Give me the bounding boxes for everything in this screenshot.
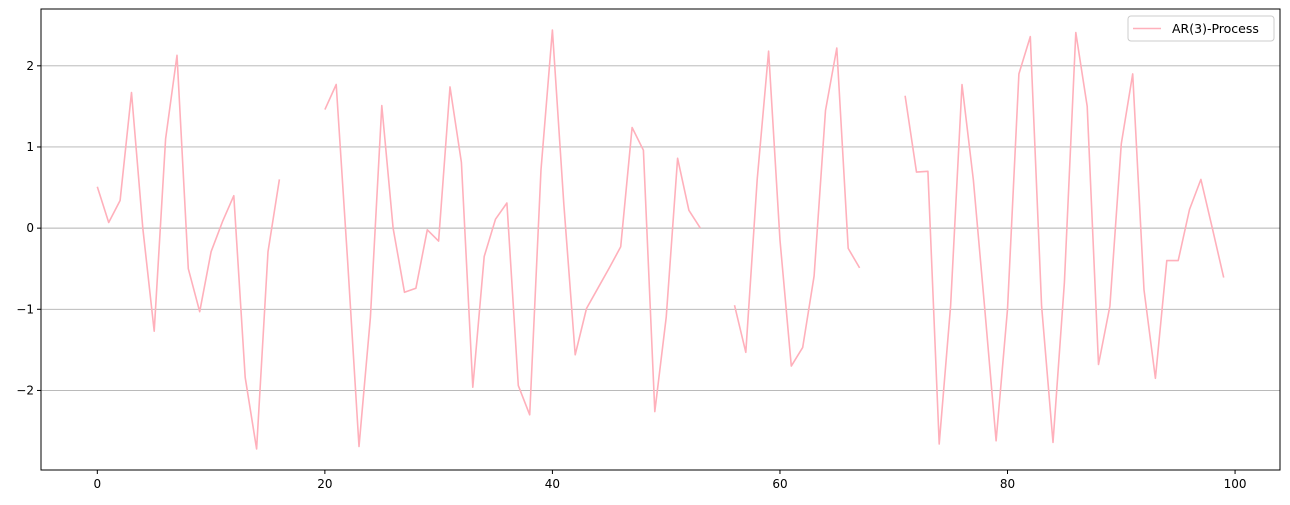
series-line-segment <box>904 31 1225 445</box>
x-tick-label: 40 <box>545 477 560 491</box>
series-line-segment <box>96 54 281 450</box>
x-axis: 0 20 40 60 80 100 <box>93 470 1247 491</box>
series-line-segment <box>733 47 861 367</box>
x-tick-label: 60 <box>772 477 787 491</box>
y-axis: −2 −1 0 1 2 <box>16 59 41 397</box>
y-tick-label: −1 <box>16 302 34 316</box>
legend-box <box>1127 15 1275 42</box>
legend: AR(3)-Process <box>1127 15 1275 42</box>
grid-lines <box>41 65 1280 391</box>
x-tick-label: 0 <box>93 477 101 491</box>
x-tick-label: 100 <box>1224 477 1247 491</box>
y-tick-label: 0 <box>26 221 34 235</box>
x-tick-label: 20 <box>317 477 332 491</box>
y-tick-label: 1 <box>26 140 34 154</box>
series-layer <box>96 29 1225 450</box>
x-tick-label: 80 <box>1000 477 1015 491</box>
y-tick-label: −2 <box>16 383 34 397</box>
plot-frame <box>40 8 1281 471</box>
y-tick-label: 2 <box>26 59 34 73</box>
legend-label: AR(3)-Process <box>1172 21 1259 36</box>
series-line-segment <box>324 29 701 448</box>
